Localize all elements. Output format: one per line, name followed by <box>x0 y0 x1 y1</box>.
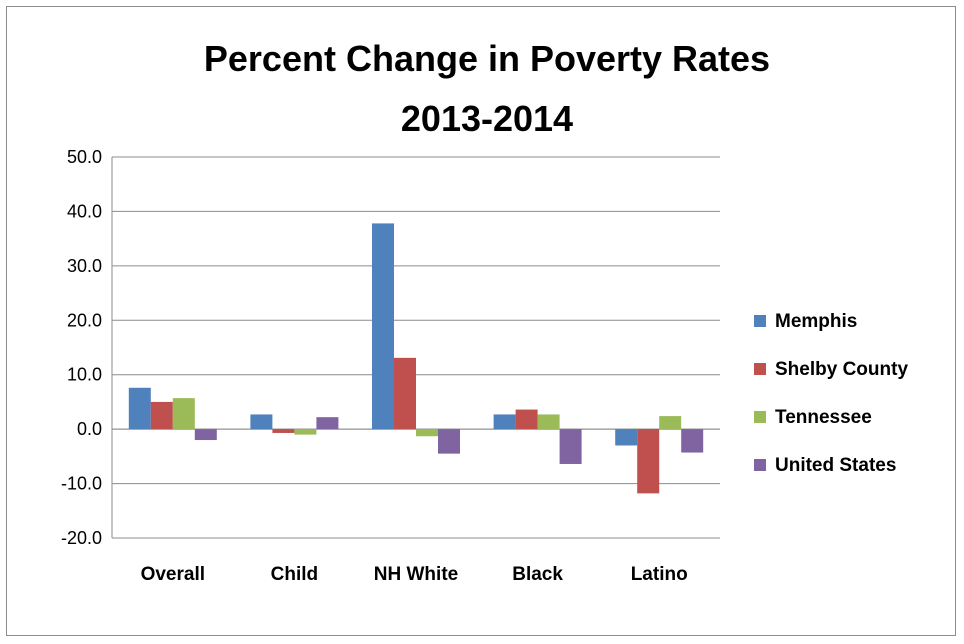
bar-tennessee-latino <box>659 416 682 430</box>
y-tick-label: 50.0 <box>67 147 102 167</box>
y-tick-label: -10.0 <box>61 474 102 494</box>
bar-memphis-latino <box>615 429 638 446</box>
legend-swatch <box>754 459 766 471</box>
grid-lines <box>112 156 720 539</box>
y-tick-label: -20.0 <box>61 528 102 548</box>
y-tick-labels: -20.0 -10.0 0.0 10.0 20.0 30.0 40.0 50.0 <box>61 147 102 548</box>
y-tick-label: 40.0 <box>67 201 102 221</box>
legend-label: Memphis <box>775 311 857 332</box>
legend-label: Shelby County <box>775 359 908 380</box>
bars <box>128 223 704 494</box>
x-category-label: NH White <box>374 564 458 585</box>
x-category-label: Child <box>271 564 319 585</box>
axes <box>111 157 720 538</box>
bar-tennessee-nh-white <box>416 429 438 437</box>
bar-shelby-county-overall <box>150 401 173 430</box>
chart-frame <box>6 6 956 636</box>
bar-united-states-nh-white <box>438 429 460 454</box>
legend-swatch <box>754 363 766 375</box>
bar-memphis-child <box>250 414 273 430</box>
bar-shelby-county-child <box>272 429 295 433</box>
y-tick-label: 30.0 <box>67 256 102 276</box>
bar-memphis-nh-white <box>372 223 394 430</box>
y-tick-label: 20.0 <box>67 310 102 330</box>
legend: Memphis Shelby County Tennessee United Stat… <box>754 311 908 476</box>
bar-shelby-county-black <box>515 409 538 430</box>
x-category-label: Latino <box>631 564 688 585</box>
bar-united-states-overall <box>194 429 217 441</box>
legend-swatch <box>754 411 766 423</box>
legend-swatch <box>754 315 766 327</box>
y-tick-label: 10.0 <box>67 365 102 385</box>
bar-tennessee-child <box>294 429 317 435</box>
y-tick-label: 0.0 <box>77 419 102 439</box>
bar-tennessee-overall <box>172 398 195 430</box>
bar-united-states-latino <box>681 429 704 453</box>
bar-united-states-child <box>316 417 339 430</box>
bar-shelby-county-latino <box>637 429 660 494</box>
chart-title-line-2: 2013-2014 <box>401 98 573 139</box>
x-category-label: Overall <box>141 564 205 585</box>
x-category-label: Black <box>512 564 563 585</box>
bar-memphis-overall <box>128 387 151 430</box>
bar-memphis-black <box>493 414 516 430</box>
legend-label: Tennessee <box>775 407 872 428</box>
bar-united-states-black <box>559 429 582 464</box>
x-category-labels: Overall Child NH White Black Latino <box>141 564 688 585</box>
legend-label: United States <box>775 455 896 476</box>
chart-title-line-1: Percent Change in Poverty Rates <box>204 38 770 79</box>
bar-tennessee-black <box>537 414 560 430</box>
bar-shelby-county-nh-white <box>394 357 416 430</box>
